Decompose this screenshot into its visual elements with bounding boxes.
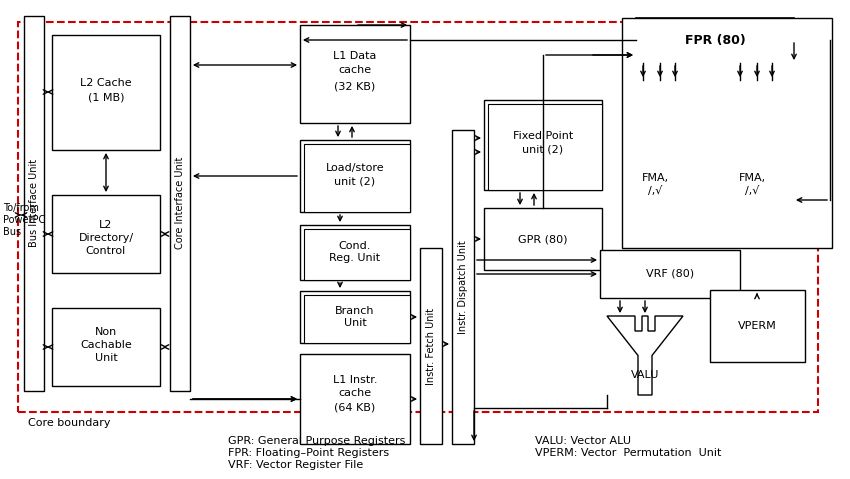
Bar [18, 22, 818, 412]
Text: FMA,: FMA, [739, 173, 766, 183]
Text: L2: L2 [99, 220, 113, 230]
Text: unit (2): unit (2) [334, 176, 376, 186]
Text: FMA,: FMA, [642, 173, 669, 183]
Bar [170, 16, 190, 391]
Text: VPERM: VPERM [738, 321, 776, 331]
Bar [304, 144, 410, 212]
Bar [600, 250, 740, 298]
Text: VRF: Vector Register File: VRF: Vector Register File [228, 460, 363, 470]
Bar [52, 195, 160, 273]
Text: PowerPC: PowerPC [3, 215, 45, 225]
Text: (64 KB): (64 KB) [334, 403, 376, 413]
Text: VRF (80): VRF (80) [646, 269, 694, 279]
Bar [636, 18, 794, 63]
Text: Cachable: Cachable [80, 340, 132, 350]
Bar [452, 130, 474, 444]
Text: Unit: Unit [94, 353, 117, 363]
Text: Bus: Bus [3, 227, 21, 237]
Text: Cond.: Cond. [339, 241, 371, 251]
Text: Reg. Unit: Reg. Unit [330, 253, 381, 263]
Text: Branch: Branch [335, 306, 375, 316]
Text: Instr. Dispatch Unit: Instr. Dispatch Unit [458, 240, 468, 334]
Polygon shape [607, 316, 683, 395]
Text: VPERM: Vector  Permutation  Unit: VPERM: Vector Permutation Unit [535, 448, 722, 458]
Text: (1 MB): (1 MB) [88, 92, 124, 102]
Bar [304, 295, 410, 343]
Text: (32 KB): (32 KB) [334, 81, 376, 91]
Text: cache: cache [338, 65, 371, 75]
Text: unit (2): unit (2) [523, 144, 564, 154]
Text: Directory/: Directory/ [78, 233, 133, 243]
Polygon shape [632, 80, 688, 210]
Text: Bus Interface Unit: Bus Interface Unit [29, 159, 39, 247]
Polygon shape [729, 80, 785, 210]
Text: L1 Data: L1 Data [333, 51, 377, 61]
Bar [52, 35, 160, 150]
Text: VALU: VALU [631, 370, 660, 380]
Text: FPR (80): FPR (80) [684, 34, 745, 46]
Bar [300, 291, 410, 343]
Text: GPR: General Purpose Registers: GPR: General Purpose Registers [228, 436, 405, 446]
Text: Core Interface Unit: Core Interface Unit [175, 157, 185, 249]
Bar [488, 104, 602, 190]
Text: cache: cache [338, 388, 371, 398]
Bar [484, 100, 602, 190]
Bar [300, 225, 410, 280]
Text: Control: Control [86, 246, 126, 256]
Text: Core boundary: Core boundary [28, 418, 110, 428]
Text: FPR: Floating–Point Registers: FPR: Floating–Point Registers [228, 448, 389, 458]
Text: L2 Cache: L2 Cache [80, 78, 132, 88]
Text: L1 Instr.: L1 Instr. [332, 375, 377, 385]
Bar [622, 18, 832, 248]
Bar [300, 354, 410, 444]
Text: GPR (80): GPR (80) [518, 234, 568, 244]
Bar [300, 25, 410, 123]
Bar [300, 140, 410, 212]
Text: Instr. Fetch Unit: Instr. Fetch Unit [426, 308, 436, 385]
Text: VALU: Vector ALU: VALU: Vector ALU [535, 436, 631, 446]
Bar [24, 16, 44, 391]
Bar [304, 229, 410, 280]
Text: /,√: /,√ [745, 186, 759, 196]
Text: Fixed Point: Fixed Point [513, 131, 573, 141]
Text: Non: Non [95, 327, 117, 337]
Bar [710, 290, 805, 362]
Text: Unit: Unit [343, 318, 366, 328]
Bar [420, 248, 442, 444]
Bar [484, 208, 602, 270]
Text: /,√: /,√ [648, 186, 662, 196]
Text: To/from: To/from [3, 203, 39, 213]
Text: Load/store: Load/store [326, 163, 384, 173]
Bar [52, 308, 160, 386]
